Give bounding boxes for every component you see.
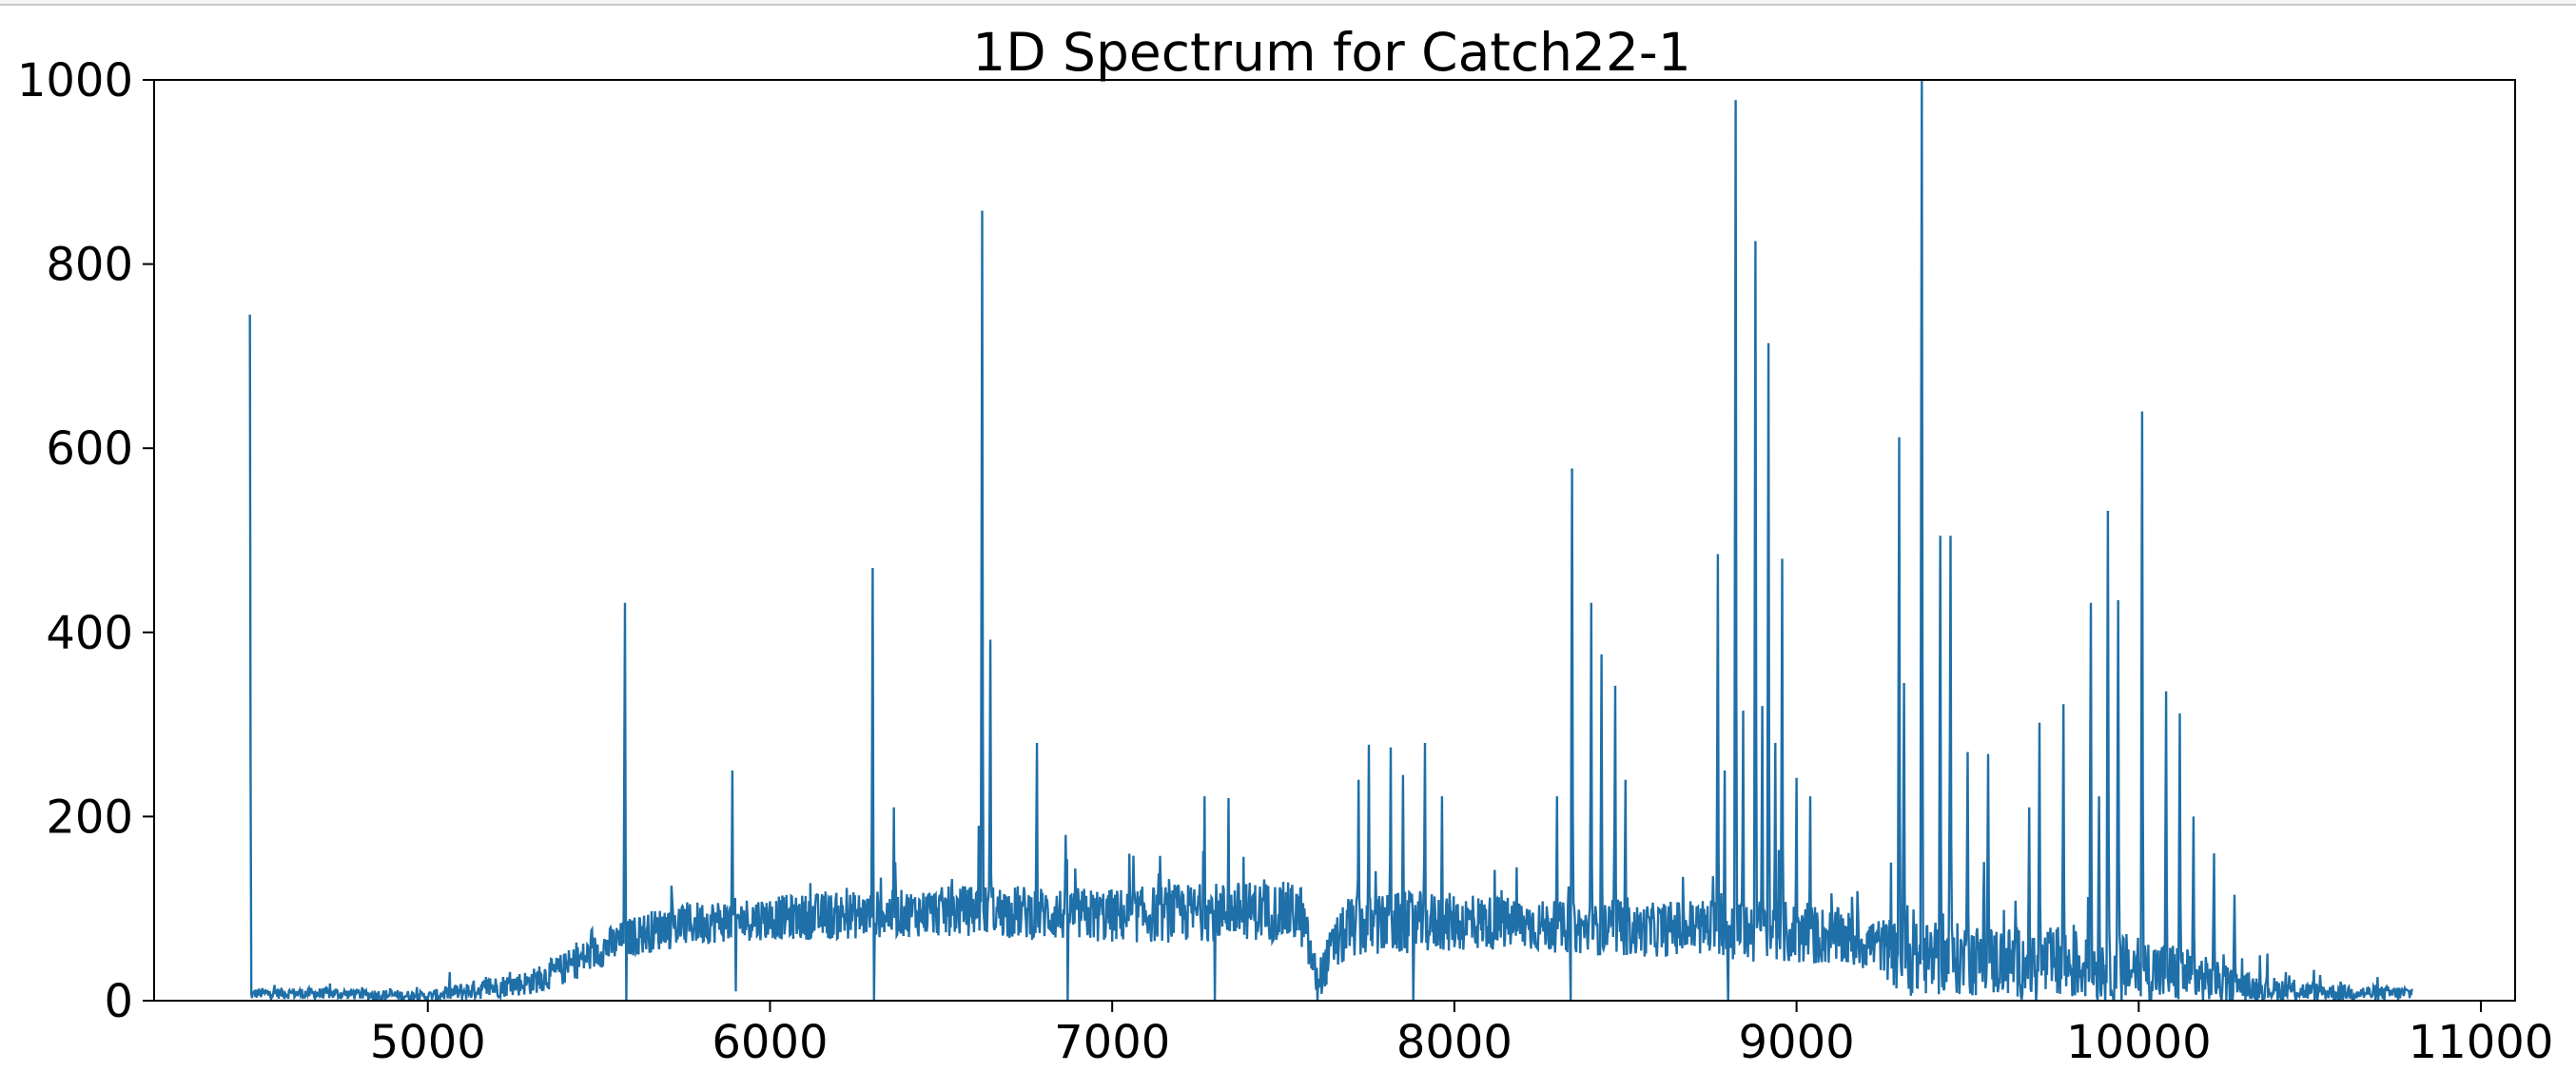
plot-frame xyxy=(153,79,2516,1002)
y-tick-label: 1000 xyxy=(17,54,133,107)
x-tick-label: 7000 xyxy=(1054,1016,1170,1069)
x-axis: 5000 6000 7000 8000 9000 10000 11000 xyxy=(370,1001,2554,1069)
x-tick-label: 9000 xyxy=(1739,1016,1855,1069)
y-tick-label: 200 xyxy=(46,790,133,844)
y-tick-label: 600 xyxy=(46,422,133,476)
window-top-edge xyxy=(0,0,2576,6)
x-tick-label: 6000 xyxy=(712,1016,828,1069)
series-layer xyxy=(248,79,2414,1001)
spectrum-line xyxy=(248,79,2414,1001)
x-tick-label: 11000 xyxy=(2409,1016,2554,1069)
x-tick-label: 8000 xyxy=(1396,1016,1512,1069)
y-tick-label: 800 xyxy=(46,239,133,292)
x-tick-label: 10000 xyxy=(2066,1016,2212,1069)
y-tick-label: 0 xyxy=(104,975,133,1028)
y-tick-label: 400 xyxy=(46,607,133,660)
y-axis: 0 200 400 600 800 1000 xyxy=(17,54,154,1028)
chart-title: 1D Spectrum for Catch22-1 xyxy=(972,22,1691,83)
x-tick-label: 5000 xyxy=(370,1016,486,1069)
